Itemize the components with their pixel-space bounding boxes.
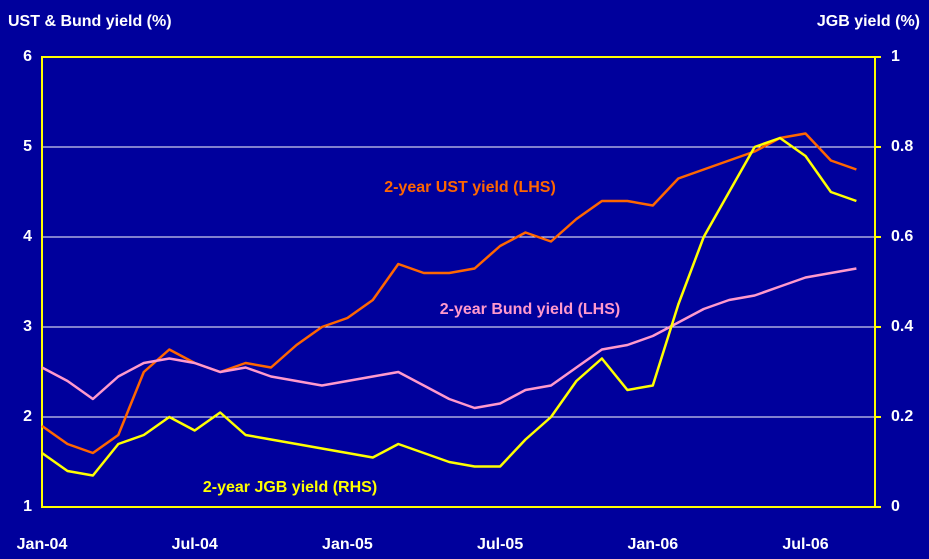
x-tick-label: Jan-05 [322, 536, 373, 553]
y2-tick-label: 0 [891, 498, 900, 515]
y-tick-label: 5 [23, 138, 32, 155]
y2-axis-title: JGB yield (%) [817, 13, 920, 30]
y-tick-label: 1 [23, 498, 32, 515]
y2-tick-label: 0.8 [891, 138, 913, 155]
x-tick-label: Jan-04 [17, 536, 68, 553]
x-tick-label: Jul-06 [782, 536, 828, 553]
y-tick-label: 3 [23, 318, 32, 335]
y-tick-label: 4 [23, 228, 32, 245]
x-tick-label: Jul-04 [172, 536, 218, 553]
y-axis-title: UST & Bund yield (%) [8, 13, 172, 30]
y-tick-label: 2 [23, 408, 32, 425]
y2-tick-label: 1 [891, 48, 900, 65]
series-label: 2-year UST yield (LHS) [384, 179, 556, 196]
x-tick-label: Jan-06 [627, 536, 678, 553]
y2-tick-label: 0.6 [891, 228, 913, 245]
series-line [41, 136, 857, 477]
x-tick-label: Jul-05 [477, 536, 523, 553]
y2-tick-label: 0.4 [891, 318, 913, 335]
y2-tick-label: 0.2 [891, 408, 913, 425]
series-line [41, 132, 857, 455]
series-label: 2-year JGB yield (RHS) [203, 479, 377, 496]
series-label: 2-year Bund yield (LHS) [440, 301, 620, 318]
series-line [41, 267, 857, 410]
plot-border [41, 56, 876, 508]
y-tick-label: 6 [23, 48, 32, 65]
